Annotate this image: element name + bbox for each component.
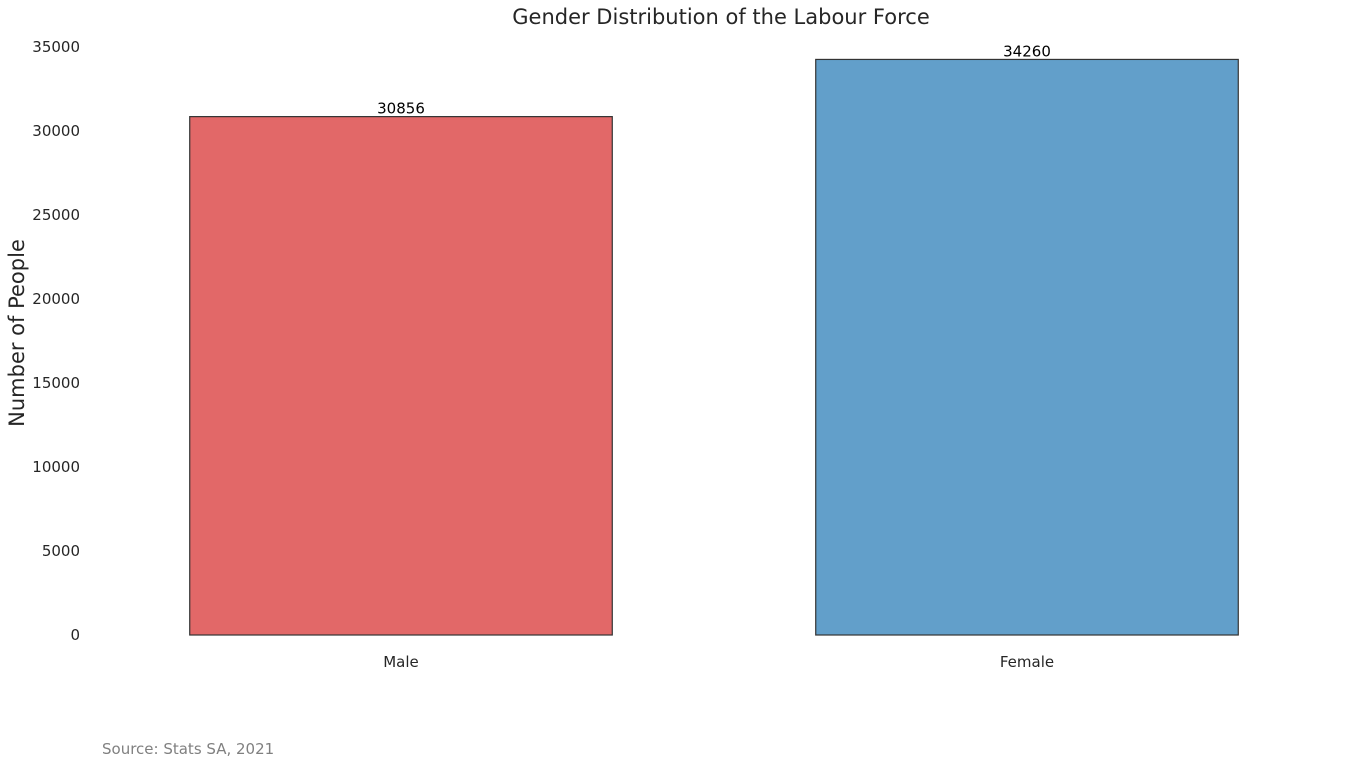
- data-label: 34260: [1003, 42, 1051, 60]
- y-tick-label: 15000: [32, 374, 80, 392]
- y-tick-label: 30000: [32, 122, 80, 140]
- y-tick-label: 35000: [32, 38, 80, 56]
- y-tick-label: 25000: [32, 206, 80, 224]
- y-tick-label: 0: [70, 626, 80, 644]
- y-tick-label: 20000: [32, 290, 80, 308]
- bar-male: [189, 116, 613, 636]
- x-axis-ticks: Male Female: [383, 653, 1054, 671]
- data-labels: 30856 34260: [377, 42, 1051, 117]
- chart-title: Gender Distribution of the Labour Force: [512, 5, 930, 29]
- y-tick-label: 5000: [42, 542, 80, 560]
- x-tick-label: Female: [1000, 653, 1054, 671]
- source-note: Source: Stats SA, 2021: [102, 740, 275, 758]
- y-tick-label: 10000: [32, 458, 80, 476]
- bars: [189, 58, 1239, 636]
- y-axis-label: Number of People: [5, 239, 29, 427]
- y-axis-ticks: 0 5000 10000 15000 20000 25000 30000 35000: [32, 38, 80, 644]
- data-label: 30856: [377, 100, 425, 118]
- bar-female: [815, 58, 1239, 636]
- x-tick-label: Male: [383, 653, 419, 671]
